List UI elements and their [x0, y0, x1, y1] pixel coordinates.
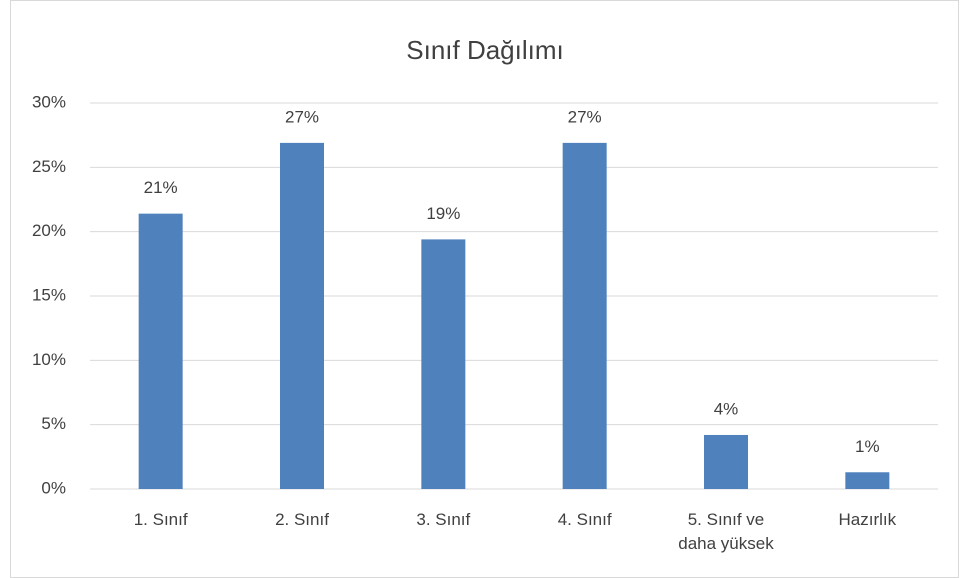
x-tick-label: 4. Sınıf	[557, 510, 612, 529]
bar	[138, 213, 183, 490]
y-tick-label: 15%	[32, 285, 66, 304]
y-tick-label: 0%	[41, 478, 66, 497]
data-label: 27%	[568, 107, 602, 126]
data-label: 4%	[714, 399, 739, 418]
y-tick-label: 20%	[32, 221, 66, 240]
bar	[280, 142, 324, 490]
x-tick-label: 1. Sınıf	[133, 510, 188, 529]
bar	[562, 142, 607, 490]
y-tick-label: 10%	[32, 350, 66, 369]
data-label: 1%	[855, 437, 880, 456]
data-label: 19%	[426, 204, 460, 223]
chart-title: Sınıf Dağılımı	[406, 35, 564, 65]
data-label: 21%	[144, 178, 178, 197]
bar	[704, 434, 748, 489]
data-label: 27%	[285, 107, 319, 126]
x-tick-label: 5. Sınıf ve daha yüksek	[678, 510, 774, 553]
x-tick-label: Hazırlık	[838, 510, 897, 529]
y-tick-label: 30%	[32, 92, 66, 111]
bar	[845, 472, 890, 489]
x-tick-label: 3. Sınıf	[416, 510, 471, 529]
y-tick-label: 25%	[32, 157, 66, 176]
bar	[421, 239, 466, 489]
y-tick-label: 5%	[41, 414, 66, 433]
x-tick-label: 2. Sınıf	[275, 510, 329, 529]
